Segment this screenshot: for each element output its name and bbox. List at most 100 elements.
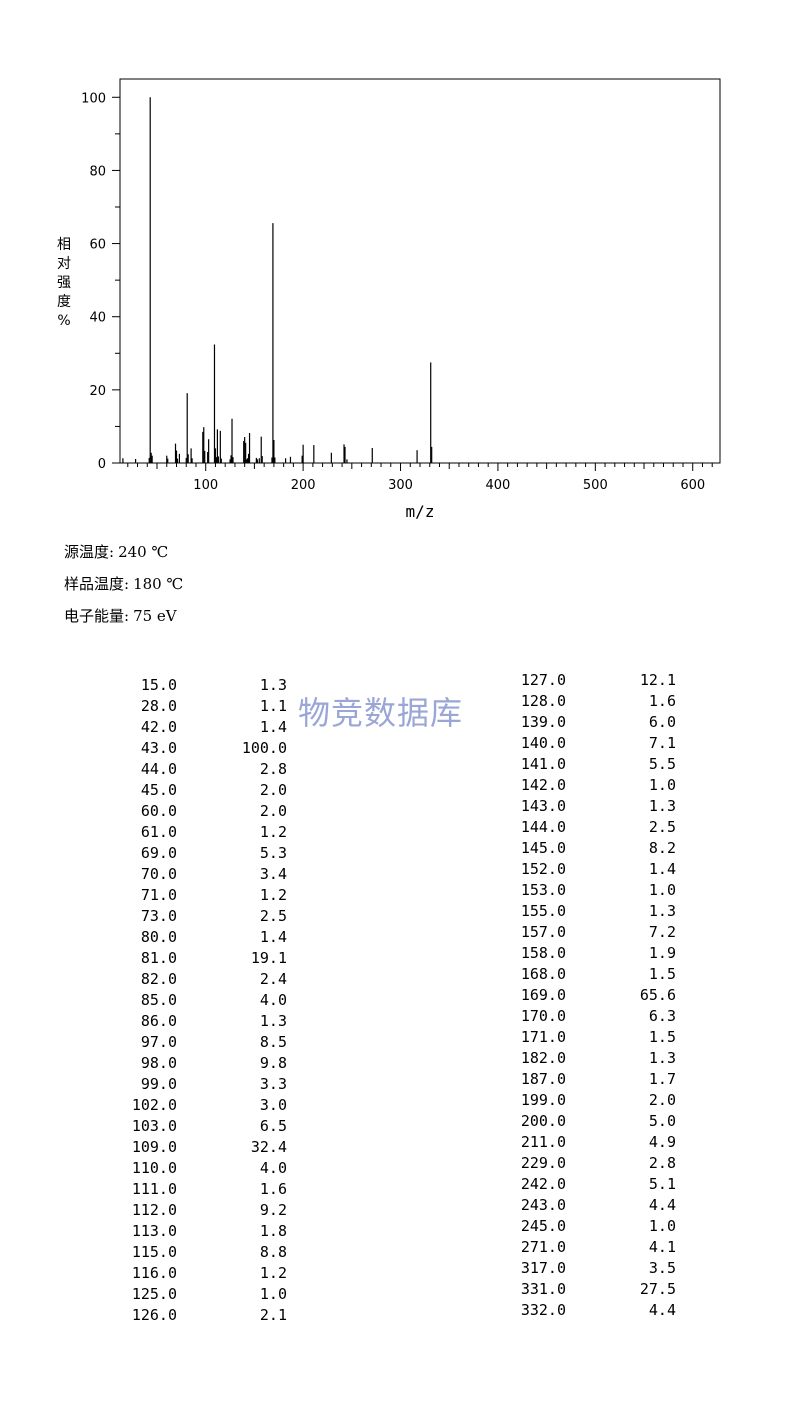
intensity-value: 1.3 <box>648 1049 676 1067</box>
mz-value: 317.0 <box>520 1259 566 1277</box>
mz-value: 61.0 <box>140 823 177 841</box>
mz-value: 109.0 <box>131 1138 177 1156</box>
mz-value: 128.0 <box>520 692 566 710</box>
mz-value: 111.0 <box>131 1180 177 1198</box>
intensity-value: 1.2 <box>259 823 287 841</box>
source-temperature-label: 源温度: <box>64 543 115 561</box>
intensity-value: 5.0 <box>648 1112 676 1130</box>
table-row: 99.0 3.3 <box>121 1074 287 1095</box>
table-row: 85.0 4.0 <box>121 990 287 1011</box>
mz-value: 200.0 <box>520 1112 566 1130</box>
table-row: 60.0 2.0 <box>121 801 287 822</box>
mz-value: 102.0 <box>131 1096 177 1114</box>
y-axis-label-char: 度 <box>57 294 71 310</box>
x-tick-label: 500 <box>583 478 608 493</box>
table-row: 187.0 1.7 <box>510 1069 676 1090</box>
intensity-value: 3.4 <box>259 865 287 883</box>
mz-value: 141.0 <box>520 755 566 773</box>
intensity-value: 1.2 <box>259 1264 287 1282</box>
table-row: 144.0 2.5 <box>510 817 676 838</box>
table-row: 140.0 7.1 <box>510 733 676 754</box>
intensity-value: 3.3 <box>259 1075 287 1093</box>
mz-value: 153.0 <box>520 881 566 899</box>
intensity-value: 1.9 <box>648 944 676 962</box>
table-row: 109.0 32.4 <box>121 1137 287 1158</box>
table-row: 116.0 1.2 <box>121 1263 287 1284</box>
mz-value: 187.0 <box>520 1070 566 1088</box>
table-row: 211.0 4.9 <box>510 1132 676 1153</box>
table-row: 155.0 1.3 <box>510 901 676 922</box>
mz-value: 199.0 <box>520 1091 566 1109</box>
mz-value: 126.0 <box>131 1306 177 1324</box>
sample-temperature: 样品温度: 180 ℃ <box>64 573 183 594</box>
sample-temperature-value: 180 ℃ <box>133 575 184 593</box>
intensity-value: 2.1 <box>259 1306 287 1324</box>
electron-energy-value: 75 eV <box>133 607 177 625</box>
mz-value: 70.0 <box>140 865 177 883</box>
intensity-value: 1.4 <box>648 860 676 878</box>
electron-energy-label: 电子能量: <box>64 607 130 625</box>
table-row: 102.0 3.0 <box>121 1095 287 1116</box>
table-row: 28.0 1.1 <box>121 696 287 717</box>
intensity-value: 1.3 <box>648 797 676 815</box>
table-row: 81.0 19.1 <box>121 948 287 969</box>
y-axis: 0 20 40 60 80 100 <box>81 91 120 472</box>
intensity-value: 2.4 <box>259 970 287 988</box>
mz-value: 182.0 <box>520 1049 566 1067</box>
table-row: 271.0 4.1 <box>510 1237 676 1258</box>
mz-value: 82.0 <box>140 970 177 988</box>
intensity-value: 100.0 <box>241 739 287 757</box>
intensity-value: 1.0 <box>648 776 676 794</box>
table-row: 115.0 8.8 <box>121 1242 287 1263</box>
x-tick-label: 200 <box>291 478 316 493</box>
mz-value: 81.0 <box>140 949 177 967</box>
mz-value: 125.0 <box>131 1285 177 1303</box>
intensity-value: 5.3 <box>259 844 287 862</box>
x-tick-label: 400 <box>486 478 511 493</box>
mz-value: 332.0 <box>520 1301 566 1319</box>
table-row: 125.0 1.0 <box>121 1284 287 1305</box>
intensity-value: 7.1 <box>648 734 676 752</box>
intensity-value: 8.8 <box>259 1243 287 1261</box>
intensity-value: 6.3 <box>648 1007 676 1025</box>
mz-value: 115.0 <box>131 1243 177 1261</box>
table-row: 73.0 2.5 <box>121 906 287 927</box>
table-row: 80.0 1.4 <box>121 927 287 948</box>
mz-value: 71.0 <box>140 886 177 904</box>
intensity-value: 4.1 <box>648 1238 676 1256</box>
intensity-value: 27.5 <box>639 1280 676 1298</box>
mz-value: 42.0 <box>140 718 177 736</box>
table-row: 142.0 1.0 <box>510 775 676 796</box>
intensity-value: 1.8 <box>259 1222 287 1240</box>
y-axis-label-char: 对 <box>57 256 71 272</box>
source-temperature-value: 240 ℃ <box>118 543 169 561</box>
intensity-value: 1.3 <box>259 1012 287 1030</box>
mz-value: 211.0 <box>520 1133 566 1151</box>
y-tick-label: 40 <box>89 311 106 326</box>
mz-value: 243.0 <box>520 1196 566 1214</box>
x-tick-label: 600 <box>680 478 705 493</box>
mz-value: 103.0 <box>131 1117 177 1135</box>
mz-value: 145.0 <box>520 839 566 857</box>
intensity-value: 1.0 <box>648 881 676 899</box>
mz-value: 44.0 <box>140 760 177 778</box>
intensity-value: 65.6 <box>639 986 676 1004</box>
intensity-value: 1.0 <box>648 1217 676 1235</box>
mz-value: 271.0 <box>520 1238 566 1256</box>
intensity-value: 9.2 <box>259 1201 287 1219</box>
table-row: 145.0 8.2 <box>510 838 676 859</box>
x-tick-label: 300 <box>388 478 413 493</box>
intensity-value: 6.5 <box>259 1117 287 1135</box>
intensity-value: 2.0 <box>648 1091 676 1109</box>
table-row: 317.0 3.5 <box>510 1258 676 1279</box>
mz-value: 127.0 <box>520 671 566 689</box>
table-row: 98.0 9.8 <box>121 1053 287 1074</box>
table-row: 127.0 12.1 <box>510 670 676 691</box>
table-row: 71.0 1.2 <box>121 885 287 906</box>
intensity-value: 2.8 <box>259 760 287 778</box>
table-row: 169.0 65.6 <box>510 985 676 1006</box>
mz-value: 43.0 <box>140 739 177 757</box>
mz-value: 331.0 <box>520 1280 566 1298</box>
table-row: 158.0 1.9 <box>510 943 676 964</box>
mz-value: 80.0 <box>140 928 177 946</box>
